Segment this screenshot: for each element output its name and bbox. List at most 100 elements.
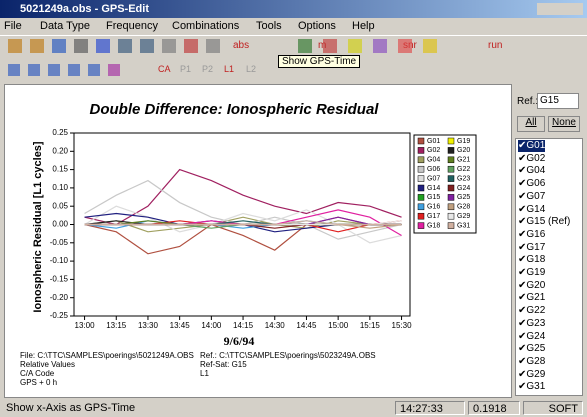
toolbar-button[interactable]: m — [318, 40, 326, 51]
legend-label: G29 — [457, 213, 470, 220]
menu-item[interactable]: Tools — [256, 20, 282, 32]
window-controls[interactable] — [537, 3, 583, 15]
toolbar-button[interactable] — [8, 64, 20, 76]
menu-item[interactable]: Options — [298, 20, 336, 32]
y-tick-label: 0.00 — [52, 220, 68, 229]
satellite-checkbox[interactable]: ✔G16 — [518, 228, 546, 240]
satellite-list: ✔G01 ✔G02 ✔G04 ✔G06 ✔G07 ✔G14 ✔G15 (Ref) ✔G16 ✔G… — [515, 138, 583, 396]
satellite-checkbox[interactable]: ✔G01 — [518, 140, 546, 152]
series-line — [84, 220, 402, 226]
satellite-checkbox[interactable]: ✔G14 — [518, 203, 546, 215]
toolbar-button[interactable]: P1 — [180, 64, 192, 74]
legend-swatch — [447, 203, 455, 211]
legend-swatch — [447, 212, 455, 220]
legend-label: G25 — [457, 194, 470, 201]
y-tick-label: 0.15 — [52, 165, 68, 174]
separator — [0, 35, 587, 36]
legend-swatch — [447, 147, 455, 154]
satellite-checkbox[interactable]: ✔G21 — [518, 292, 546, 304]
toolbar-button[interactable]: L2 — [246, 64, 257, 74]
toolbar-button[interactable] — [348, 39, 362, 53]
toolbar-button[interactable] — [184, 39, 198, 53]
satellite-checkbox[interactable]: ✔G22 — [518, 305, 546, 317]
tooltip: Show GPS-Time — [278, 55, 361, 68]
footer-text: File: C:\TTC\SAMPLES\poerings\5021249A.O… — [20, 351, 194, 360]
satellite-checkbox[interactable]: ✔G25 — [518, 343, 546, 355]
x-tick-label: 13:15 — [106, 321, 127, 330]
toolbar-button[interactable]: P2 — [202, 64, 214, 74]
toolbar-button[interactable] — [30, 39, 44, 53]
status-time: 14:27:33 — [395, 401, 465, 415]
menu-item[interactable]: Data Type — [40, 20, 90, 32]
toolbar-button[interactable]: abs — [233, 40, 250, 51]
x-tick-label: 15:30 — [392, 321, 413, 330]
legend-label: G02 — [427, 147, 440, 154]
legend-swatch — [417, 156, 425, 164]
toolbar-button[interactable] — [298, 39, 312, 53]
x-tick-label: 15:15 — [360, 321, 381, 330]
satellite-checkbox[interactable]: ✔G06 — [518, 178, 546, 190]
toolbar-button[interactable] — [74, 39, 88, 53]
satellite-checkbox[interactable]: ✔G29 — [518, 368, 546, 380]
y-tick-label: 0.10 — [52, 183, 68, 192]
toolbar-button[interactable] — [52, 39, 66, 53]
y-tick-label: 0.05 — [52, 201, 68, 210]
legend-swatch — [447, 222, 455, 229]
legend-swatch — [417, 147, 425, 154]
toolbar-button[interactable] — [108, 64, 120, 76]
satellite-checkbox[interactable]: ✔G28 — [518, 355, 546, 367]
satellite-checkbox[interactable]: ✔G31 — [518, 381, 546, 393]
satellite-checkbox[interactable]: ✔G24 — [518, 330, 546, 342]
satellite-checkbox[interactable]: ✔G04 — [518, 165, 546, 177]
toolbar-button[interactable] — [28, 64, 40, 76]
toolbar-button[interactable]: CA — [158, 64, 171, 74]
toolbar-button[interactable] — [398, 39, 412, 53]
y-axis-label: Ionospheric Residual [L1 cycles] — [32, 141, 44, 313]
toolbar-button[interactable] — [88, 64, 100, 76]
all-button[interactable]: All — [517, 116, 545, 132]
legend-swatch — [417, 165, 425, 173]
chart-title: Double Difference: Ionospheric Residual — [90, 101, 380, 118]
title-bar: 5021249a.obs - GPS-Edit — [0, 0, 587, 18]
toolbar-button[interactable] — [373, 39, 387, 53]
x-tick-label: 13:00 — [75, 321, 96, 330]
toolbar-button[interactable]: run — [488, 40, 503, 51]
satellite-checkbox[interactable]: ✔G23 — [518, 317, 546, 329]
x-tick-label: 14:15 — [233, 321, 254, 330]
footer-text: Ref.: C:\TTC\SAMPLES\poerings\5023249A.O… — [200, 351, 376, 360]
satellite-checkbox[interactable]: ✔G20 — [518, 279, 546, 291]
menu-item[interactable]: Combinations — [172, 20, 240, 32]
legend-label: G24 — [457, 185, 470, 192]
x-tick-label: 14:30 — [265, 321, 286, 330]
footer-text: L1 — [200, 369, 209, 378]
satellite-checkbox[interactable]: ✔G07 — [518, 190, 546, 202]
toolbar-button[interactable]: L1 — [224, 64, 235, 74]
toolbar-button[interactable] — [206, 39, 220, 53]
toolbar-button[interactable] — [96, 39, 110, 53]
toolbar-button[interactable] — [140, 39, 154, 53]
satellite-checkbox[interactable]: ✔G17 — [518, 241, 546, 253]
toolbar-button[interactable] — [423, 39, 437, 53]
toolbar-button[interactable] — [68, 64, 80, 76]
toolbar-button[interactable] — [8, 39, 22, 53]
satellite-checkbox[interactable]: ✔G19 — [518, 267, 546, 278]
legend-swatch — [417, 184, 425, 192]
y-tick-label: -0.10 — [50, 256, 69, 265]
toolbar-button[interactable] — [162, 39, 176, 53]
status-mode: SOFT — [523, 401, 583, 415]
toolbar-button[interactable] — [48, 64, 60, 76]
menu-item[interactable]: Frequency — [106, 20, 158, 32]
ref-select[interactable]: G15 — [537, 93, 579, 109]
satellite-checkbox[interactable]: ✔G02 — [518, 152, 546, 164]
legend-label: G23 — [457, 175, 470, 182]
satellite-checkbox[interactable]: ✔G15 (Ref) — [518, 216, 571, 228]
toolbar-button[interactable] — [323, 39, 337, 53]
y-tick-label: -0.20 — [50, 293, 69, 302]
satellite-checkbox[interactable]: ✔G18 — [518, 254, 546, 266]
toolbar-button[interactable] — [118, 39, 132, 53]
legend-label: G22 — [457, 166, 470, 173]
legend-label: G19 — [457, 138, 470, 145]
menu-item[interactable]: File — [4, 20, 22, 32]
none-button[interactable]: None — [548, 116, 580, 132]
menu-item[interactable]: Help — [352, 20, 375, 32]
